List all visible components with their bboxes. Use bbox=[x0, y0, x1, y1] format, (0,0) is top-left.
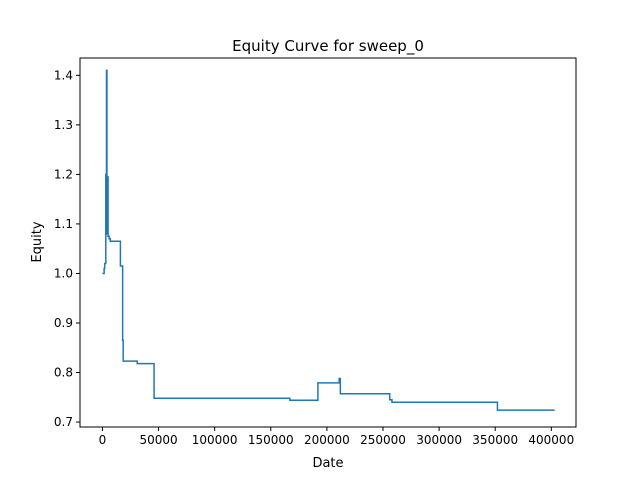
y-tick-label: 0.9 bbox=[54, 316, 73, 330]
y-tick-label: 0.8 bbox=[54, 366, 73, 380]
x-tick-label: 350000 bbox=[472, 433, 518, 447]
plot-area bbox=[102, 69, 555, 411]
y-tick-label: 1.4 bbox=[54, 68, 73, 82]
x-tick-label: 50000 bbox=[139, 433, 177, 447]
y-tick-label: 1.3 bbox=[54, 118, 73, 132]
y-tick-label: 1.2 bbox=[54, 167, 73, 181]
x-axis-label: Date bbox=[312, 456, 343, 471]
x-tick-label: 250000 bbox=[360, 433, 406, 447]
axes-frame bbox=[79, 57, 577, 428]
y-tick-label: 1.0 bbox=[54, 266, 73, 280]
x-tick-label: 100000 bbox=[192, 433, 238, 447]
equity-series-line bbox=[102, 69, 555, 411]
x-tick-label: 300000 bbox=[416, 433, 462, 447]
x-tick-label: 200000 bbox=[304, 433, 350, 447]
y-tick-label: 1.1 bbox=[54, 217, 73, 231]
y-axis-ticks: 0.7 0.8 0.9 1.0 1.1 1.2 1.3 1.4 bbox=[54, 68, 80, 429]
chart-title: Equity Curve for sweep_0 bbox=[232, 37, 424, 56]
y-axis-label: Equity bbox=[30, 221, 45, 262]
x-axis-ticks: 0 50000 100000 150000 200000 250000 300000 3500… bbox=[99, 427, 574, 447]
x-tick-label: 0 bbox=[99, 433, 107, 447]
x-tick-label: 400000 bbox=[528, 433, 574, 447]
y-tick-label: 0.7 bbox=[54, 415, 73, 429]
x-tick-label: 150000 bbox=[248, 433, 294, 447]
